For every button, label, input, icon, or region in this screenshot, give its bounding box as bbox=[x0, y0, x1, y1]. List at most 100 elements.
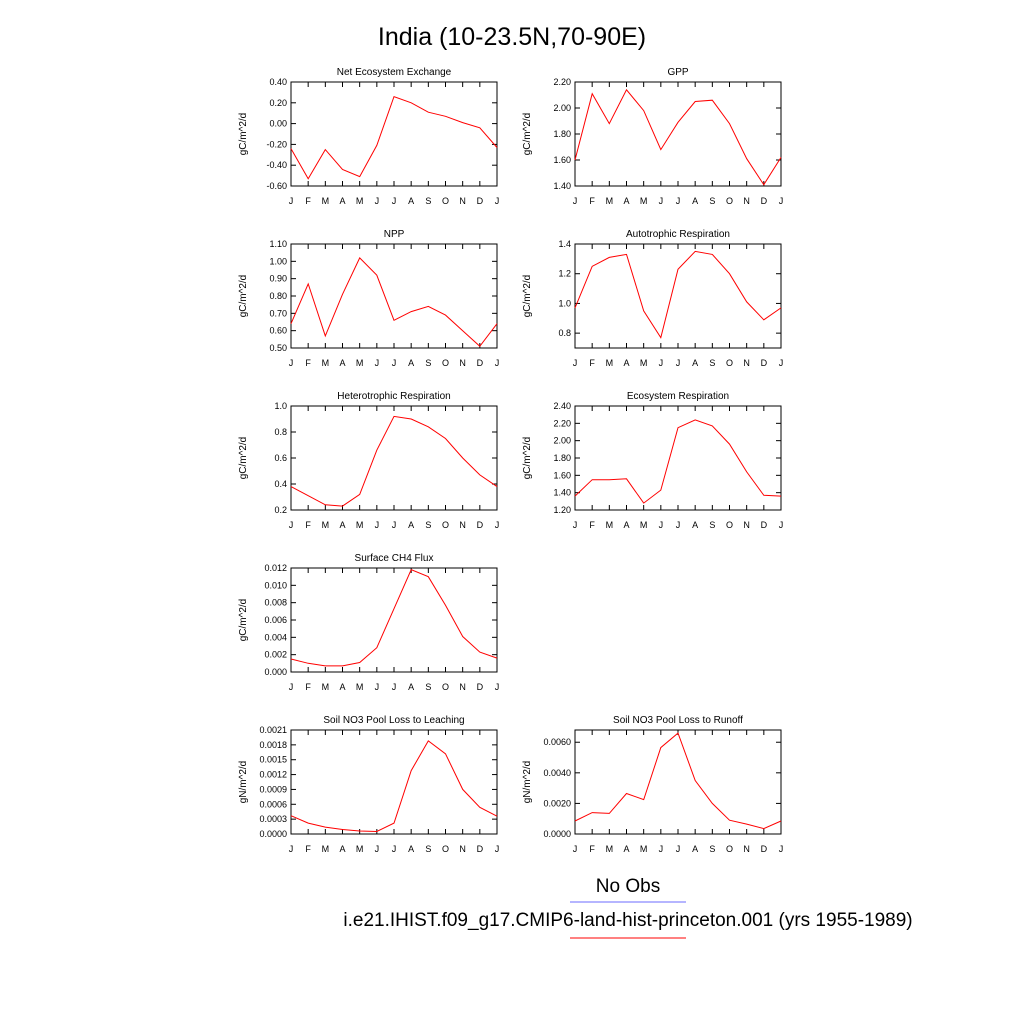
y-axis-label: gC/m^2/d bbox=[238, 113, 249, 156]
x-tick-label: S bbox=[709, 196, 715, 206]
x-tick-label: F bbox=[305, 358, 311, 368]
x-tick-label: M bbox=[640, 844, 648, 854]
x-tick-label: S bbox=[425, 358, 431, 368]
y-tick-label: 1.80 bbox=[553, 129, 571, 139]
y-tick-label: 0.0000 bbox=[543, 829, 571, 839]
panel-title: Soil NO3 Pool Loss to Leaching bbox=[323, 715, 464, 726]
series-line bbox=[574, 732, 782, 830]
x-tick-label: J bbox=[392, 844, 397, 854]
x-tick-label: M bbox=[356, 844, 364, 854]
y-tick-label: 0.008 bbox=[264, 598, 287, 608]
x-tick-label: A bbox=[339, 844, 345, 854]
y-tick-label: 0.0012 bbox=[259, 770, 287, 780]
x-tick-label: J bbox=[375, 682, 380, 692]
y-axis-label: gC/m^2/d bbox=[238, 437, 249, 480]
x-tick-label: F bbox=[305, 844, 311, 854]
x-tick-label: O bbox=[442, 682, 449, 692]
y-tick-label: 0.004 bbox=[264, 632, 287, 642]
x-tick-label: J bbox=[289, 358, 294, 368]
x-tick-label: D bbox=[761, 358, 768, 368]
x-tick-label: J bbox=[779, 844, 784, 854]
x-tick-label: O bbox=[726, 196, 733, 206]
x-tick-label: J bbox=[659, 358, 664, 368]
x-tick-label: A bbox=[408, 844, 414, 854]
x-tick-label: J bbox=[573, 520, 578, 530]
y-tick-label: 1.80 bbox=[553, 453, 571, 463]
y-tick-label: 1.10 bbox=[269, 239, 287, 249]
plot-frame bbox=[290, 567, 498, 673]
x-tick-label: A bbox=[623, 358, 629, 368]
x-tick-label: N bbox=[459, 520, 466, 530]
plot-frame bbox=[574, 729, 782, 835]
x-tick-label: O bbox=[726, 520, 733, 530]
x-tick-label: N bbox=[743, 358, 750, 368]
x-tick-label: A bbox=[408, 682, 414, 692]
y-tick-label: 0.20 bbox=[269, 98, 287, 108]
x-tick-label: A bbox=[339, 196, 345, 206]
panel-title: Soil NO3 Pool Loss to Runoff bbox=[613, 715, 743, 726]
y-tick-label: 2.40 bbox=[553, 401, 571, 411]
y-tick-label: 1.00 bbox=[269, 256, 287, 266]
x-tick-label: S bbox=[425, 520, 431, 530]
legend-label-model: i.e21.IHIST.f09_g17.CMIP6-land-hist-prin… bbox=[343, 910, 912, 931]
x-tick-label: J bbox=[289, 520, 294, 530]
x-tick-label: J bbox=[392, 196, 397, 206]
x-tick-label: M bbox=[322, 844, 330, 854]
x-tick-label: A bbox=[623, 196, 629, 206]
y-tick-label: 0.8 bbox=[274, 427, 287, 437]
x-tick-label: O bbox=[442, 520, 449, 530]
x-tick-label: A bbox=[623, 520, 629, 530]
y-tick-label: 0.2 bbox=[274, 505, 287, 515]
x-tick-label: J bbox=[375, 196, 380, 206]
plot-frame bbox=[574, 81, 782, 187]
x-tick-label: O bbox=[442, 196, 449, 206]
x-tick-label: S bbox=[709, 844, 715, 854]
x-tick-label: N bbox=[459, 358, 466, 368]
y-tick-label: 0.40 bbox=[269, 77, 287, 87]
x-tick-label: M bbox=[606, 844, 614, 854]
x-tick-label: A bbox=[623, 844, 629, 854]
x-tick-label: A bbox=[692, 520, 698, 530]
x-tick-label: N bbox=[743, 844, 750, 854]
x-tick-label: J bbox=[495, 682, 500, 692]
x-tick-label: M bbox=[606, 520, 614, 530]
x-tick-label: D bbox=[761, 844, 768, 854]
x-tick-label: J bbox=[659, 844, 664, 854]
x-tick-label: M bbox=[322, 196, 330, 206]
x-tick-label: O bbox=[726, 844, 733, 854]
y-tick-label: 0.0040 bbox=[543, 768, 571, 778]
x-tick-label: O bbox=[726, 358, 733, 368]
x-tick-label: J bbox=[375, 844, 380, 854]
y-tick-label: 0.0015 bbox=[259, 755, 287, 765]
x-tick-label: D bbox=[761, 196, 768, 206]
y-tick-label: 0.0003 bbox=[259, 814, 287, 824]
y-tick-label: 0.0021 bbox=[259, 725, 287, 735]
y-tick-label: 0.0060 bbox=[543, 737, 571, 747]
x-tick-label: M bbox=[640, 358, 648, 368]
x-tick-label: M bbox=[356, 682, 364, 692]
x-tick-label: J bbox=[676, 196, 681, 206]
y-tick-label: 0.0020 bbox=[543, 798, 571, 808]
y-tick-label: -0.20 bbox=[266, 139, 287, 149]
y-tick-label: -0.60 bbox=[266, 181, 287, 191]
y-tick-label: 0.70 bbox=[269, 308, 287, 318]
x-tick-label: J bbox=[392, 358, 397, 368]
x-tick-label: D bbox=[477, 358, 484, 368]
x-tick-label: M bbox=[322, 682, 330, 692]
x-tick-label: F bbox=[589, 520, 595, 530]
x-tick-label: M bbox=[322, 520, 330, 530]
x-tick-label: M bbox=[356, 196, 364, 206]
x-tick-label: A bbox=[692, 358, 698, 368]
x-tick-label: M bbox=[640, 196, 648, 206]
x-tick-label: D bbox=[477, 520, 484, 530]
y-tick-label: 0.006 bbox=[264, 615, 287, 625]
x-tick-label: J bbox=[495, 844, 500, 854]
panel-title: Net Ecosystem Exchange bbox=[337, 67, 452, 78]
panel-title: Autotrophic Respiration bbox=[626, 229, 730, 240]
x-tick-label: J bbox=[289, 844, 294, 854]
x-tick-label: D bbox=[477, 844, 484, 854]
